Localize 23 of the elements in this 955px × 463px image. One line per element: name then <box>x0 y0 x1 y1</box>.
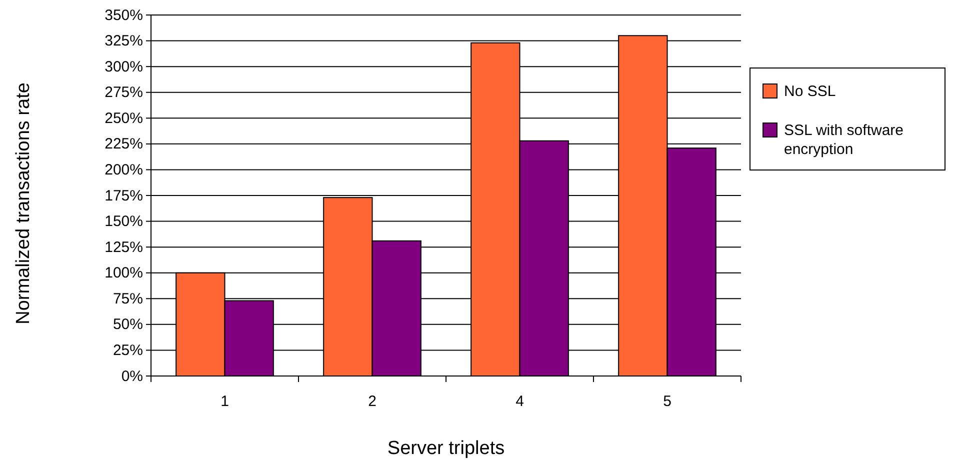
x-axis-title: Server triplets <box>387 438 505 459</box>
y-tick-label: 25% <box>112 342 143 360</box>
y-tick-label: 300% <box>104 58 143 76</box>
y-tick-label: 350% <box>104 6 143 24</box>
y-tick-label: 175% <box>104 187 143 204</box>
legend-label: No SSL <box>784 83 836 100</box>
y-tick-label: 225% <box>104 136 143 153</box>
x-tick-label: 5 <box>663 393 672 410</box>
y-tick-label: 50% <box>112 316 143 334</box>
y-tick-label: 150% <box>104 213 143 230</box>
legend-label: SSL with software encryption <box>784 122 904 158</box>
y-tick-label: 0% <box>121 368 143 385</box>
x-tick-label: 1 <box>220 393 229 410</box>
y-tick-label: 125% <box>104 238 143 256</box>
y-tick-label: 75% <box>112 290 143 308</box>
x-tick-label: 2 <box>368 393 376 410</box>
y-tick-label: 100% <box>104 264 143 282</box>
y-tick-label: 275% <box>104 84 143 102</box>
x-tick-label: 4 <box>516 393 524 410</box>
y-tick-label: 325% <box>104 32 143 50</box>
y-tick-label: 200% <box>104 162 143 179</box>
y-axis-title: Normalized transactions rate <box>13 82 34 324</box>
y-tick-label: 250% <box>104 110 143 127</box>
